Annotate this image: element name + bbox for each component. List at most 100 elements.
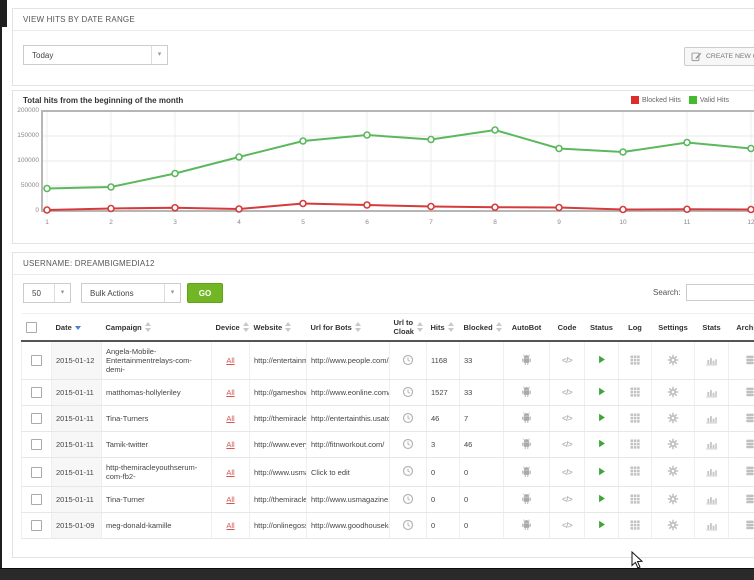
- settings-gear-icon[interactable]: [667, 412, 679, 424]
- row-checkbox[interactable]: [31, 466, 42, 478]
- archive-icon[interactable]: [744, 412, 754, 424]
- log-grid-icon[interactable]: [629, 438, 641, 450]
- archive-icon[interactable]: [744, 493, 754, 505]
- autobot-android-icon[interactable]: [520, 492, 533, 505]
- log-grid-icon[interactable]: [629, 519, 641, 531]
- cloak-clock-icon[interactable]: [402, 354, 414, 366]
- device-link[interactable]: All: [226, 356, 235, 365]
- cloak-clock-icon[interactable]: [402, 386, 414, 398]
- settings-gear-icon[interactable]: [667, 493, 679, 505]
- settings-gear-icon[interactable]: [667, 438, 679, 450]
- code-icon[interactable]: </>: [561, 440, 573, 449]
- date-range-select[interactable]: Today ▾: [23, 45, 168, 65]
- settings-gear-icon[interactable]: [667, 354, 679, 366]
- column-header-url-for-bots[interactable]: Url for Bots: [306, 313, 390, 342]
- device-link[interactable]: All: [226, 388, 235, 397]
- url-for-bots-cell[interactable]: Click to edit: [306, 457, 390, 487]
- cloak-clock-icon[interactable]: [402, 519, 414, 531]
- device-link[interactable]: All: [226, 467, 235, 477]
- status-play-icon[interactable]: [596, 493, 607, 504]
- cloak-clock-icon[interactable]: [402, 438, 414, 450]
- cloak-clock-icon[interactable]: [402, 412, 414, 424]
- select-all-checkbox[interactable]: [25, 321, 37, 333]
- column-header-campaign[interactable]: Campaign: [101, 313, 212, 342]
- archive-icon[interactable]: [744, 438, 754, 450]
- sort-icon[interactable]: [354, 322, 361, 332]
- archive-icon[interactable]: [744, 386, 754, 398]
- status-play-icon[interactable]: [596, 519, 607, 530]
- settings-gear-icon[interactable]: [667, 386, 679, 398]
- row-checkbox[interactable]: [31, 413, 42, 424]
- autobot-android-icon[interactable]: [520, 353, 533, 366]
- status-play-icon[interactable]: [596, 466, 607, 477]
- column-header-url-to-cloak[interactable]: Url to Cloak: [389, 313, 427, 342]
- code-icon[interactable]: </>: [561, 467, 573, 477]
- row-checkbox[interactable]: [31, 494, 42, 505]
- url-for-bots-cell[interactable]: http://www.goodhouseke...: [306, 512, 390, 539]
- status-play-icon[interactable]: [596, 386, 607, 397]
- go-button[interactable]: GO: [187, 283, 223, 303]
- url-for-bots-cell[interactable]: http://fitnworkout.com/: [306, 431, 390, 458]
- settings-gear-icon[interactable]: [667, 465, 679, 477]
- status-play-icon[interactable]: [596, 412, 607, 423]
- device-link[interactable]: All: [226, 440, 235, 449]
- sort-icon[interactable]: [447, 322, 454, 332]
- status-play-icon[interactable]: [596, 354, 607, 365]
- column-header-device[interactable]: Device: [211, 313, 250, 342]
- sort-icon[interactable]: [416, 322, 423, 332]
- stats-chart-icon[interactable]: [705, 493, 718, 505]
- row-checkbox[interactable]: [31, 387, 42, 398]
- code-icon[interactable]: </>: [561, 388, 573, 397]
- row-checkbox[interactable]: [31, 439, 42, 450]
- cloak-clock-icon[interactable]: [402, 465, 414, 477]
- stats-chart-icon[interactable]: [705, 465, 718, 477]
- stats-chart-icon[interactable]: [705, 354, 718, 366]
- settings-gear-icon[interactable]: [667, 519, 679, 531]
- autobot-android-icon[interactable]: [520, 411, 533, 424]
- log-grid-icon[interactable]: [629, 465, 641, 477]
- code-icon[interactable]: </>: [561, 356, 573, 365]
- stats-chart-icon[interactable]: [705, 412, 718, 424]
- log-grid-icon[interactable]: [629, 412, 641, 424]
- url-for-bots-cell[interactable]: http://entertainthis.usatod...: [306, 405, 390, 432]
- code-icon[interactable]: </>: [561, 521, 573, 530]
- column-header-hits[interactable]: Hits: [426, 313, 460, 342]
- archive-icon[interactable]: [744, 519, 754, 531]
- sort-icon[interactable]: [74, 324, 81, 330]
- create-new-campaign-button[interactable]: CREATE NEW CAMPAIGN: [684, 47, 754, 66]
- autobot-android-icon[interactable]: [520, 385, 533, 398]
- url-for-bots-cell[interactable]: http://www.people.com/ar...: [306, 341, 390, 380]
- stats-chart-icon[interactable]: [705, 438, 718, 450]
- bulk-actions-select[interactable]: Bulk Actions ▾: [81, 283, 181, 303]
- sort-icon[interactable]: [495, 322, 502, 332]
- log-grid-icon[interactable]: [629, 354, 641, 366]
- page-size-select[interactable]: 50 ▾: [23, 283, 71, 303]
- stats-chart-icon[interactable]: [705, 386, 718, 398]
- device-link[interactable]: All: [226, 495, 235, 504]
- column-header-blocked[interactable]: Blocked: [459, 313, 504, 342]
- row-checkbox[interactable]: [31, 355, 42, 366]
- autobot-android-icon[interactable]: [520, 465, 533, 478]
- status-play-icon[interactable]: [596, 438, 607, 449]
- sort-icon[interactable]: [144, 322, 151, 332]
- autobot-android-icon[interactable]: [520, 518, 533, 531]
- row-checkbox[interactable]: [31, 520, 42, 531]
- sort-icon[interactable]: [285, 322, 292, 332]
- log-grid-icon[interactable]: [629, 386, 641, 398]
- url-for-bots-cell[interactable]: http://www.eonline.com/n...: [306, 379, 390, 406]
- device-link[interactable]: All: [226, 521, 235, 530]
- device-link[interactable]: All: [226, 414, 235, 423]
- archive-icon[interactable]: [744, 465, 754, 477]
- autobot-android-icon[interactable]: [520, 437, 533, 450]
- cloak-clock-icon[interactable]: [402, 493, 414, 505]
- code-icon[interactable]: </>: [561, 495, 573, 504]
- stats-chart-icon[interactable]: [705, 519, 718, 531]
- column-header-website[interactable]: Website: [249, 313, 307, 342]
- archive-icon[interactable]: [744, 354, 754, 366]
- sort-icon[interactable]: [242, 322, 249, 332]
- search-input[interactable]: [685, 284, 754, 301]
- log-grid-icon[interactable]: [629, 493, 641, 505]
- url-for-bots-cell[interactable]: http://www.usmagazine.c...: [306, 486, 390, 513]
- column-header-date[interactable]: Date: [51, 313, 102, 342]
- select-all-header[interactable]: [21, 313, 52, 342]
